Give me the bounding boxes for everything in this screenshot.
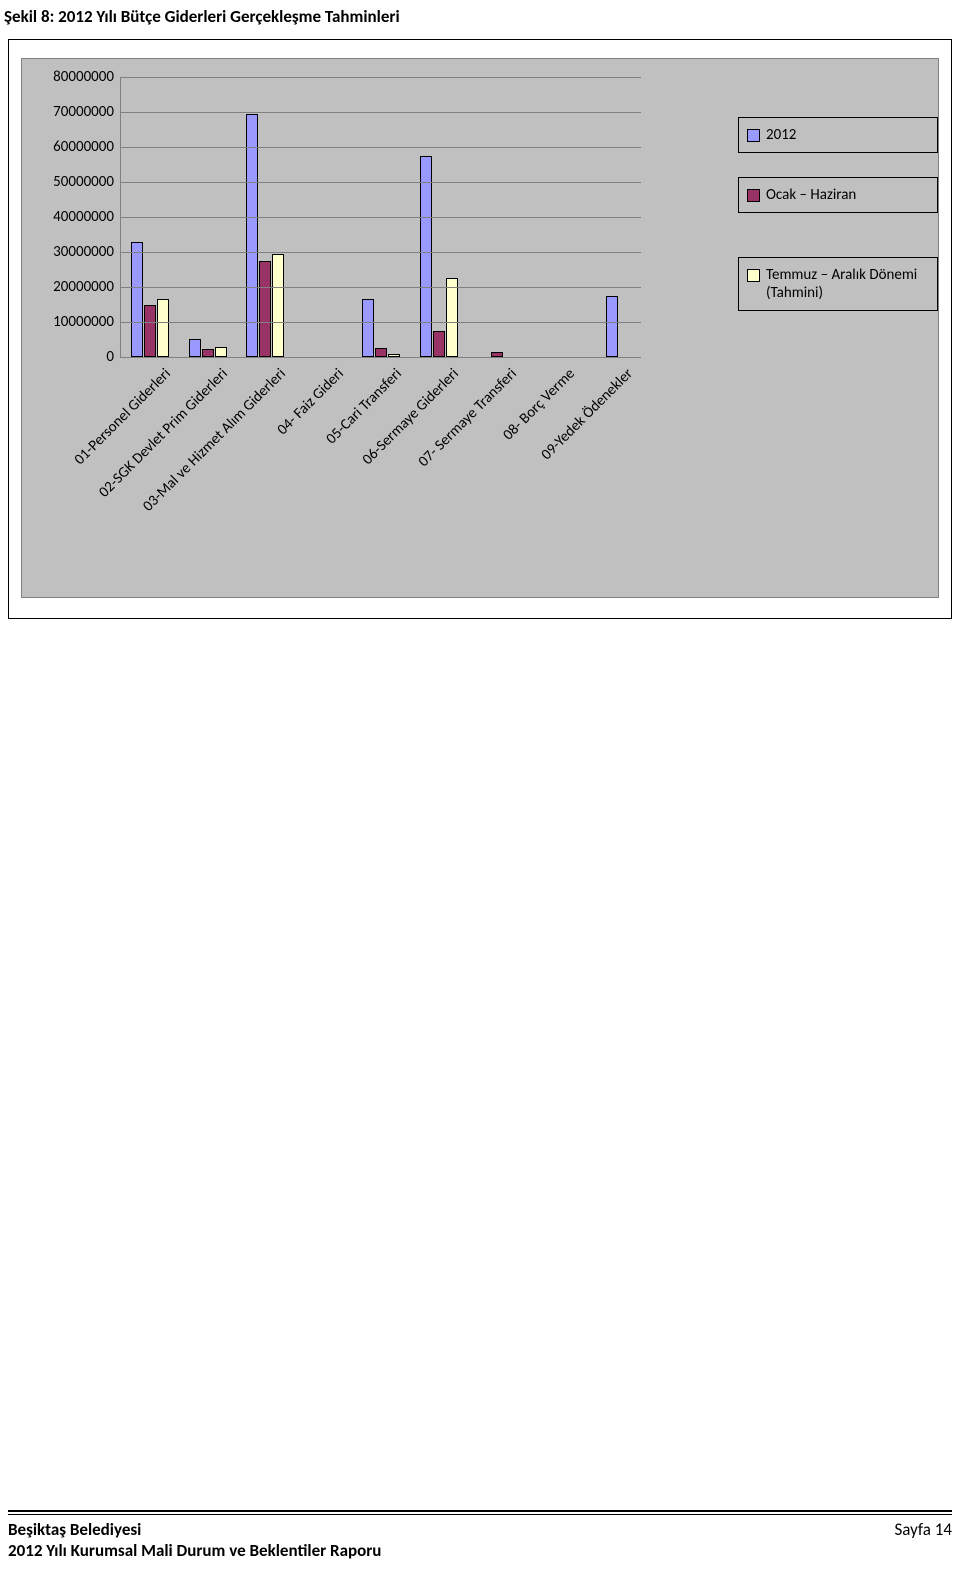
footer-report-title: 2012 Yılı Kurumsal Mali Durum ve Beklent… <box>8 1540 952 1561</box>
footer-page: Sayfa 14 <box>895 1519 953 1540</box>
y-tick-label: 40000000 <box>53 208 114 226</box>
bar <box>446 278 458 357</box>
footer-rule-thick <box>8 1510 952 1512</box>
y-tick-label: 10000000 <box>53 313 114 331</box>
chart-frame: 0 10000000 20000000 30000000 40000000 5000000… <box>8 39 952 619</box>
bar <box>606 296 618 357</box>
legend-label: 2012 <box>766 126 796 144</box>
legend-swatch <box>747 189 760 202</box>
footer-rule-thin <box>8 1514 952 1515</box>
legend-holder: 2012 Ocak – Haziran Temmuz – Aralık Dönemi… <box>641 77 930 357</box>
y-tick-label: 80000000 <box>53 68 114 86</box>
grid-line <box>121 322 641 323</box>
grid-line <box>121 77 641 78</box>
y-tick-label: 70000000 <box>53 103 114 121</box>
bar <box>272 254 284 357</box>
legend-label: Temmuz – Aralık Dönemi (Tahmini) <box>766 266 929 302</box>
bar <box>144 305 156 358</box>
page-footer: Beşiktaş Belediyesi Sayfa 14 2012 Yılı K… <box>8 1510 952 1561</box>
grid-line <box>121 182 641 183</box>
grid-line <box>121 112 641 113</box>
bar <box>202 349 214 357</box>
legend-row: 2012 <box>747 126 929 144</box>
y-tick-label: 20000000 <box>53 278 114 296</box>
y-axis: 0100000002000000030000000400000005000000… <box>30 77 120 357</box>
y-tick-label: 60000000 <box>53 138 114 156</box>
x-axis-labels: 01-Personel Giderleri02-SGK Devlet Prim … <box>120 359 640 589</box>
grid-line <box>121 147 641 148</box>
legend-swatch <box>747 129 760 142</box>
footer-org: Beşiktaş Belediyesi <box>8 1519 141 1540</box>
legend-box: Temmuz – Aralık Dönemi (Tahmini) <box>738 257 938 311</box>
bar <box>388 354 400 358</box>
chart-panel: 0 10000000 20000000 30000000 40000000 5000000… <box>21 58 939 598</box>
plot-area <box>120 77 641 358</box>
grid-line <box>121 287 641 288</box>
bar <box>375 348 387 357</box>
bar <box>189 339 201 357</box>
bar <box>362 299 374 357</box>
legend-box: 2012 <box>738 117 938 153</box>
y-tick-label: 30000000 <box>53 243 114 261</box>
bar <box>246 114 258 357</box>
legend-row: Temmuz – Aralık Dönemi (Tahmini) <box>747 266 929 302</box>
bar <box>131 242 143 358</box>
legend-swatch <box>747 269 760 282</box>
bar <box>491 352 503 357</box>
bar <box>157 299 169 357</box>
bar <box>215 347 227 357</box>
bar <box>420 156 432 357</box>
grid-line <box>121 217 641 218</box>
y-tick-label: 50000000 <box>53 173 114 191</box>
legend-box: Ocak – Haziran <box>738 177 938 213</box>
legend-row: Ocak – Haziran <box>747 186 929 204</box>
grid-line <box>121 252 641 253</box>
y-tick-label: 0 <box>106 348 114 366</box>
bar <box>433 331 445 357</box>
legend-label: Ocak – Haziran <box>766 186 856 204</box>
bar <box>259 261 271 357</box>
figure-title: Şekil 8: 2012 Yılı Bütçe Giderleri Gerçe… <box>0 0 960 37</box>
